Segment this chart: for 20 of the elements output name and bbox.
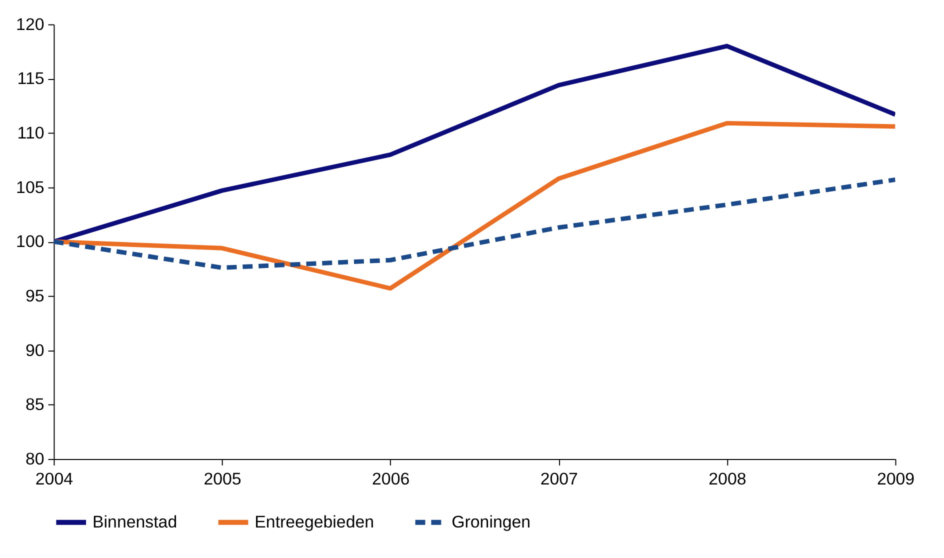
line-series [54, 177, 896, 270]
y-tick-label: 80 [25, 449, 44, 468]
y-tick-label: 90 [25, 340, 44, 360]
x-tick-label: 2009 [876, 469, 915, 488]
y-tick-label: 110 [17, 123, 44, 142]
y-tick-label: 85 [25, 395, 44, 414]
legend-label: Groningen [452, 512, 531, 532]
legend-label: Entreegebieden [254, 512, 374, 532]
x-tick-label: 2004 [35, 469, 74, 488]
line-series [54, 120, 896, 291]
legend-label: Binnenstad [92, 512, 178, 532]
x-tick-label: 2007 [540, 469, 578, 488]
x-tick-label: 2008 [708, 469, 746, 488]
y-tick-label: 105 [16, 178, 44, 197]
x-tick-label: 2005 [204, 469, 242, 488]
y-tick-label: 120 [16, 14, 44, 34]
y-tick-label: 115 [17, 69, 44, 88]
y-tick-label: 95 [25, 286, 44, 306]
y-tick-label: 100 [16, 232, 44, 252]
x-tick-label: 2006 [372, 469, 410, 488]
